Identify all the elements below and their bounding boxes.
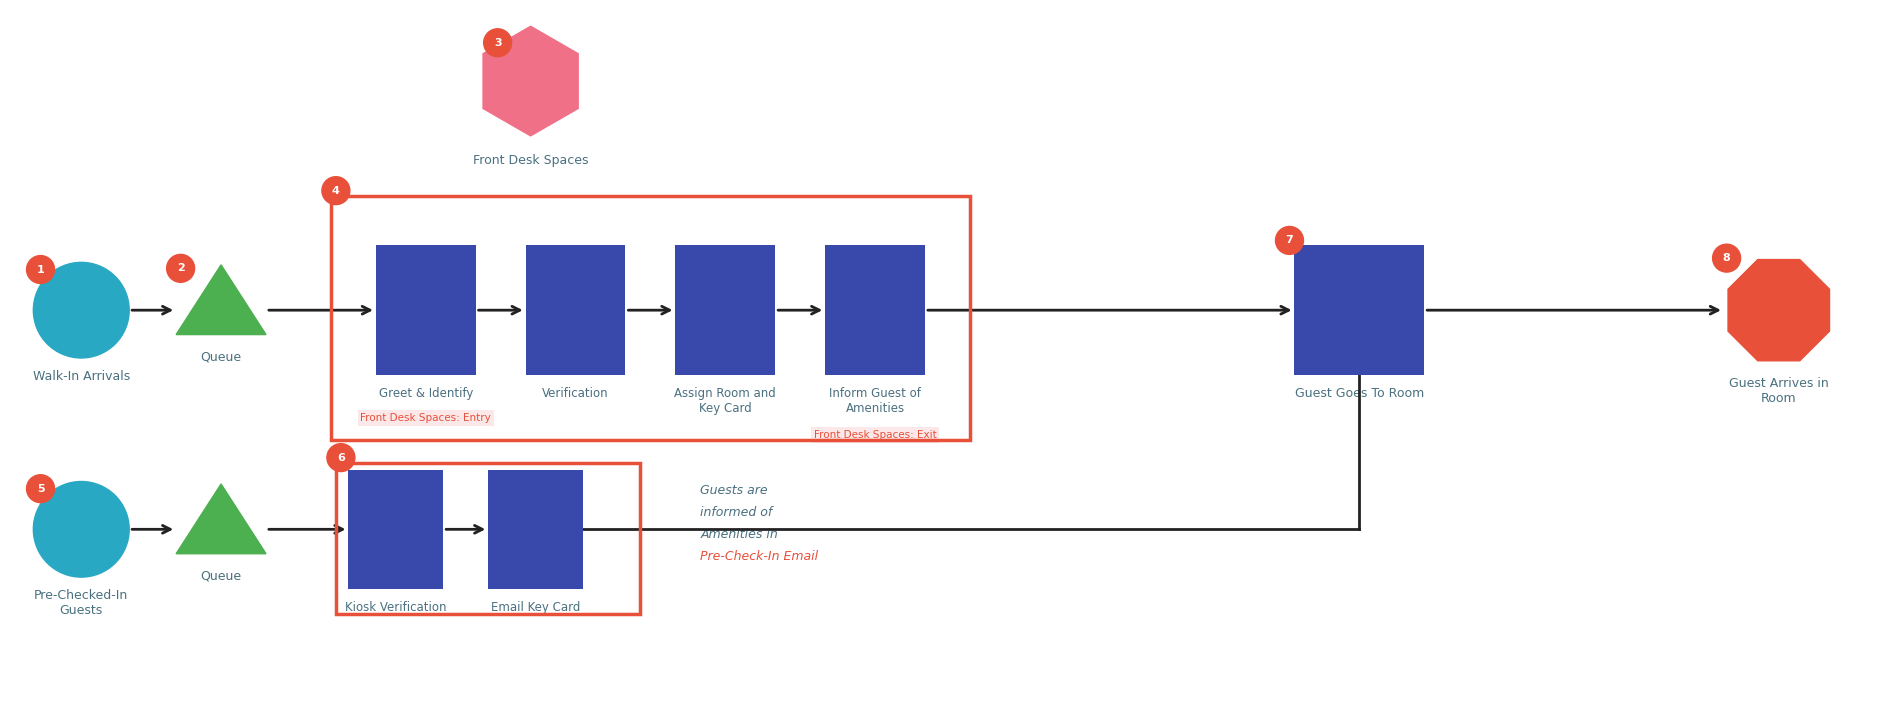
Text: informed of: informed of xyxy=(700,506,772,520)
Text: 6: 6 xyxy=(337,452,344,463)
Circle shape xyxy=(34,481,129,577)
Text: Email Key Card: Email Key Card xyxy=(490,601,581,614)
Text: 7: 7 xyxy=(1287,236,1294,246)
Text: Guest Goes To Room: Guest Goes To Room xyxy=(1294,387,1425,400)
Polygon shape xyxy=(176,265,267,334)
Circle shape xyxy=(484,29,511,57)
Text: Guests are: Guests are xyxy=(700,484,768,498)
Polygon shape xyxy=(176,484,267,554)
FancyBboxPatch shape xyxy=(526,246,626,375)
FancyBboxPatch shape xyxy=(675,246,776,375)
Polygon shape xyxy=(482,26,579,136)
Text: Queue: Queue xyxy=(201,350,242,363)
Text: Front Desk Spaces: Front Desk Spaces xyxy=(473,154,588,167)
Circle shape xyxy=(1275,226,1304,254)
FancyBboxPatch shape xyxy=(488,469,583,589)
Circle shape xyxy=(166,254,195,283)
Text: Queue: Queue xyxy=(201,569,242,582)
Circle shape xyxy=(26,475,55,503)
Circle shape xyxy=(322,177,350,204)
Circle shape xyxy=(34,263,129,358)
Text: 3: 3 xyxy=(494,38,501,48)
Circle shape xyxy=(1712,244,1741,272)
Text: Pre-Check-In Email: Pre-Check-In Email xyxy=(700,550,819,563)
FancyBboxPatch shape xyxy=(377,246,475,375)
FancyBboxPatch shape xyxy=(348,469,443,589)
Text: Front Desk Spaces: Entry: Front Desk Spaces: Entry xyxy=(359,413,492,422)
Text: 8: 8 xyxy=(1724,253,1731,263)
Text: Pre-Checked-In
Guests: Pre-Checked-In Guests xyxy=(34,589,129,617)
Text: Assign Room and
Key Card: Assign Room and Key Card xyxy=(674,387,776,415)
Text: Greet & Identify: Greet & Identify xyxy=(378,387,473,400)
Text: 4: 4 xyxy=(331,185,341,196)
Text: Verification: Verification xyxy=(543,387,609,400)
Text: Amenities in: Amenities in xyxy=(700,528,778,541)
FancyBboxPatch shape xyxy=(1294,246,1425,375)
FancyBboxPatch shape xyxy=(825,246,925,375)
Text: 1: 1 xyxy=(36,265,44,275)
Polygon shape xyxy=(1727,260,1830,361)
Text: Kiosk Verification: Kiosk Verification xyxy=(344,601,447,614)
Text: Front Desk Spaces: Exit: Front Desk Spaces: Exit xyxy=(814,430,937,439)
Text: Guest Arrives in
Room: Guest Arrives in Room xyxy=(1729,377,1830,405)
Text: 5: 5 xyxy=(36,484,44,493)
Text: 2: 2 xyxy=(176,263,185,273)
Circle shape xyxy=(327,444,356,471)
Circle shape xyxy=(26,256,55,283)
Text: Walk-In Arrivals: Walk-In Arrivals xyxy=(32,370,131,383)
Text: Inform Guest of
Amenities: Inform Guest of Amenities xyxy=(829,387,921,415)
